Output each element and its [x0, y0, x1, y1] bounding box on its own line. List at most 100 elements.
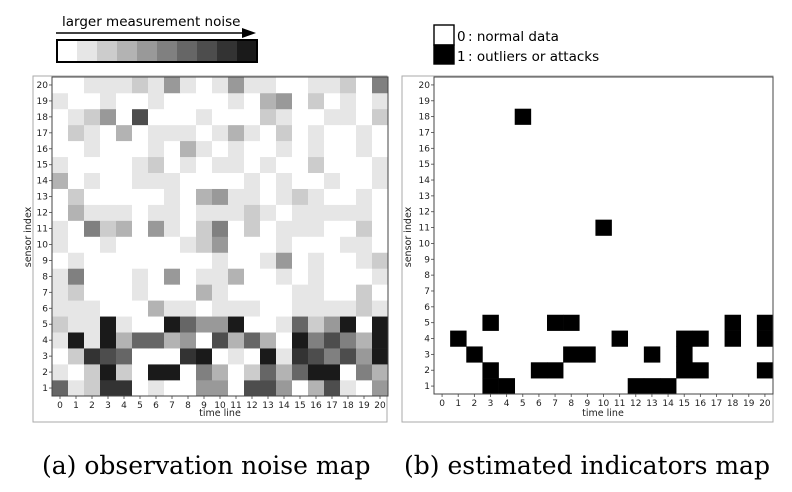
- noise-cell: [308, 220, 325, 237]
- noise-cell: [116, 108, 133, 126]
- noise-cell: [84, 204, 101, 221]
- indicator-cell: [595, 219, 612, 236]
- noise-cell: [196, 92, 213, 110]
- noise-cell: [116, 364, 133, 381]
- noise-cell: [84, 236, 101, 253]
- noise-cell: [356, 77, 373, 94]
- noise-cell: [132, 108, 149, 126]
- noise-cell: [372, 348, 389, 365]
- noise-cell: [260, 156, 277, 173]
- noise-cell: [116, 268, 133, 285]
- noise-map-x-tick-label: 6: [153, 401, 159, 411]
- noise-cell: [116, 204, 133, 221]
- noise-cell: [244, 124, 261, 142]
- noise-map-y-tick-label: 6: [42, 304, 48, 314]
- indicator-map-y-tick-label: 17: [419, 128, 430, 138]
- indicator-map-y-tick-label: 4: [424, 335, 430, 345]
- noise-map-y-tick-label: 2: [42, 368, 48, 378]
- noise-cell: [196, 236, 213, 253]
- indicator-map-y-tick-label: 10: [419, 239, 431, 249]
- indicator-cell: [482, 362, 499, 379]
- noise-cell: [196, 204, 213, 221]
- noise-cell: [276, 316, 293, 333]
- noise-cell: [68, 220, 85, 237]
- noise-cell: [100, 284, 117, 301]
- noise-cell: [372, 220, 389, 237]
- indicator-cell: [676, 346, 693, 363]
- noise-cell: [324, 252, 341, 269]
- noise-cell: [52, 124, 69, 142]
- indicator-cell: [692, 362, 709, 379]
- noise-cell: [244, 284, 261, 301]
- noise-cell: [68, 124, 85, 142]
- noise-cell: [292, 92, 309, 110]
- noise-cell: [324, 140, 341, 158]
- colorbar-swatch: [137, 40, 158, 62]
- noise-cell: [372, 188, 389, 205]
- noise-cell: [116, 172, 133, 189]
- noise-cell: [84, 188, 101, 205]
- indicator-cell: [482, 314, 499, 331]
- noise-cell: [148, 220, 165, 237]
- noise-cell: [292, 348, 309, 365]
- indicator-map-x-tick-label: 1: [455, 399, 461, 409]
- noise-cell: [292, 332, 309, 349]
- noise-cell: [180, 316, 197, 333]
- noise-map-y-label: sensor index: [23, 206, 34, 267]
- noise-cell: [180, 236, 197, 253]
- noise-cell: [244, 316, 261, 333]
- noise-map-cells: [52, 77, 389, 397]
- noise-cell: [308, 348, 325, 365]
- indicator-map-x-tick-label: 3: [488, 399, 494, 409]
- noise-cell: [260, 380, 277, 397]
- noise-cell: [228, 348, 245, 365]
- noise-cell: [84, 77, 101, 94]
- noise-cell: [164, 300, 181, 317]
- indicator-cell: [450, 330, 467, 347]
- indicator-cell: [498, 378, 516, 395]
- indicator-cell: [676, 362, 693, 379]
- noise-cell: [228, 188, 245, 205]
- noise-cell: [356, 108, 373, 126]
- indicator-map-x-tick-label: 8: [568, 399, 574, 409]
- noise-cell: [180, 124, 197, 142]
- noise-map-y-tick-label: 12: [37, 209, 48, 219]
- noise-cell: [68, 268, 85, 285]
- noise-cell: [196, 77, 213, 94]
- noise-cell: [340, 300, 357, 317]
- noise-cell: [212, 172, 229, 189]
- noise-cell: [244, 348, 261, 365]
- noise-cell: [228, 268, 245, 285]
- noise-cell: [164, 316, 181, 333]
- noise-cell: [324, 332, 341, 349]
- noise-cell: [84, 172, 101, 189]
- colorbar-swatch: [237, 40, 258, 62]
- indicator-cell: [547, 362, 564, 379]
- noise-cell: [148, 268, 165, 285]
- noise-cell: [132, 204, 149, 221]
- noise-cell: [132, 364, 149, 381]
- noise-cell: [228, 332, 245, 349]
- noise-cell: [52, 77, 69, 94]
- colorbar-swatch: [77, 40, 98, 62]
- noise-map-y-tick-label: 17: [37, 129, 48, 139]
- noise-cell: [164, 252, 181, 269]
- indicator-map-y-tick-label: 20: [419, 81, 431, 91]
- noise-cell: [372, 77, 389, 94]
- noise-map-y-tick-label: 5: [42, 320, 48, 330]
- noise-cell: [196, 124, 213, 142]
- colorbar-label: larger measurement noise: [62, 14, 240, 30]
- noise-cell: [292, 364, 309, 381]
- noise-cell: [292, 156, 309, 173]
- noise-cell: [84, 268, 101, 285]
- noise-cell: [84, 220, 101, 237]
- legend-swatch-normal: [433, 24, 455, 46]
- noise-cell: [148, 204, 165, 221]
- noise-cell: [52, 236, 69, 253]
- noise-cell: [228, 204, 245, 221]
- noise-cell: [212, 364, 229, 381]
- noise-cell: [164, 156, 181, 173]
- noise-cell: [148, 108, 165, 126]
- noise-cell: [100, 140, 117, 158]
- noise-cell: [148, 124, 165, 142]
